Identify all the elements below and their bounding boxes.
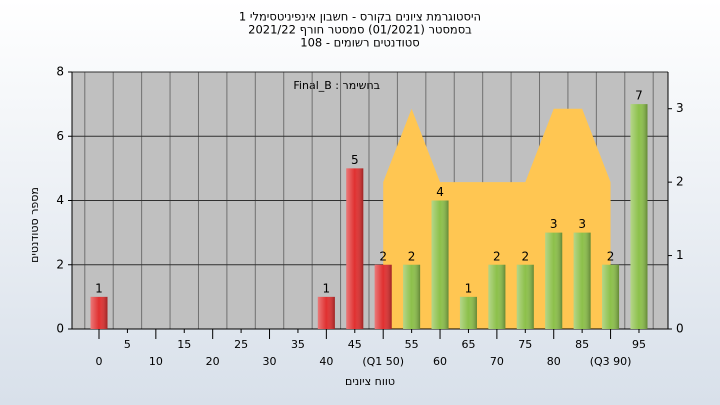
title: היסטוגרמת ציונים בקורס - חשבון אינפיניטס…	[239, 10, 481, 24]
data-label: 7	[635, 89, 643, 103]
bar-shade	[317, 296, 335, 329]
y-tick-label: 0	[56, 322, 64, 336]
bar-shade	[516, 264, 534, 329]
title: סטודנטים רשומים - 108	[300, 36, 419, 50]
data-label: 3	[550, 217, 558, 231]
data-label: 2	[521, 249, 529, 263]
y-tick-label: 2	[56, 257, 64, 271]
x-tick-label: 80	[547, 355, 561, 368]
x-tick-label: 60	[433, 355, 447, 368]
bar-shade	[545, 232, 563, 329]
x-tick-label: 85	[575, 338, 589, 351]
y2-tick-label: 1	[676, 248, 684, 262]
bar-shade	[602, 264, 620, 329]
y-tick-label: 8	[56, 65, 64, 79]
data-label: 5	[351, 153, 359, 167]
x-tick-label: 40	[319, 355, 333, 368]
y2-tick-label: 3	[676, 101, 684, 115]
y-tick-label: 6	[56, 129, 64, 143]
x-tick-label: 65	[461, 338, 475, 351]
annotation: Final_B : בחשימר	[293, 79, 380, 92]
x-tick-label: 10	[149, 355, 163, 368]
x-tick-label: 35	[291, 338, 305, 351]
bar-shade	[459, 296, 477, 329]
data-label: 2	[379, 249, 387, 263]
y2-tick-label: 0	[676, 322, 684, 336]
data-label: 2	[493, 249, 501, 263]
x-tick-label: 45	[348, 338, 362, 351]
data-label: 2	[408, 249, 416, 263]
x-tick-label: 15	[177, 338, 191, 351]
y-tick-label: 4	[56, 193, 64, 207]
data-label: 1	[465, 281, 473, 295]
x-tick-label: 0	[96, 355, 103, 368]
y2-tick-label: 2	[676, 175, 684, 189]
x-tick-label: 25	[234, 338, 248, 351]
title: בסמסטר (01/2021) סמסטר חורף 2021/22	[248, 23, 472, 37]
bar-shade	[90, 296, 108, 329]
bar-shade	[488, 264, 506, 329]
x-tick-label: 95	[632, 338, 646, 351]
data-label: 1	[95, 281, 103, 295]
data-label: 3	[578, 217, 586, 231]
x-tick-label: 70	[490, 355, 504, 368]
x-tick-label: 30	[263, 355, 277, 368]
x-tick-label: 20	[206, 355, 220, 368]
data-label: 4	[436, 185, 444, 199]
y-axis-label: מספר סטודנטים	[28, 187, 41, 263]
bar-shade	[374, 264, 392, 329]
x-tick-label: 5	[124, 338, 131, 351]
bar-shade	[573, 232, 591, 329]
bar-shade	[431, 200, 449, 329]
data-label: 2	[607, 249, 615, 263]
x-tick-label: (Q1 50)	[362, 355, 404, 368]
x-tick-label: (Q3 90)	[590, 355, 632, 368]
x-tick-label: 75	[518, 338, 532, 351]
x-tick-label: 55	[405, 338, 419, 351]
bar-shade	[403, 264, 421, 329]
bar-shade	[346, 168, 364, 329]
x-axis-label: טווח ציונים	[345, 375, 395, 388]
data-label: 1	[323, 281, 331, 295]
bar-shade	[630, 104, 648, 329]
